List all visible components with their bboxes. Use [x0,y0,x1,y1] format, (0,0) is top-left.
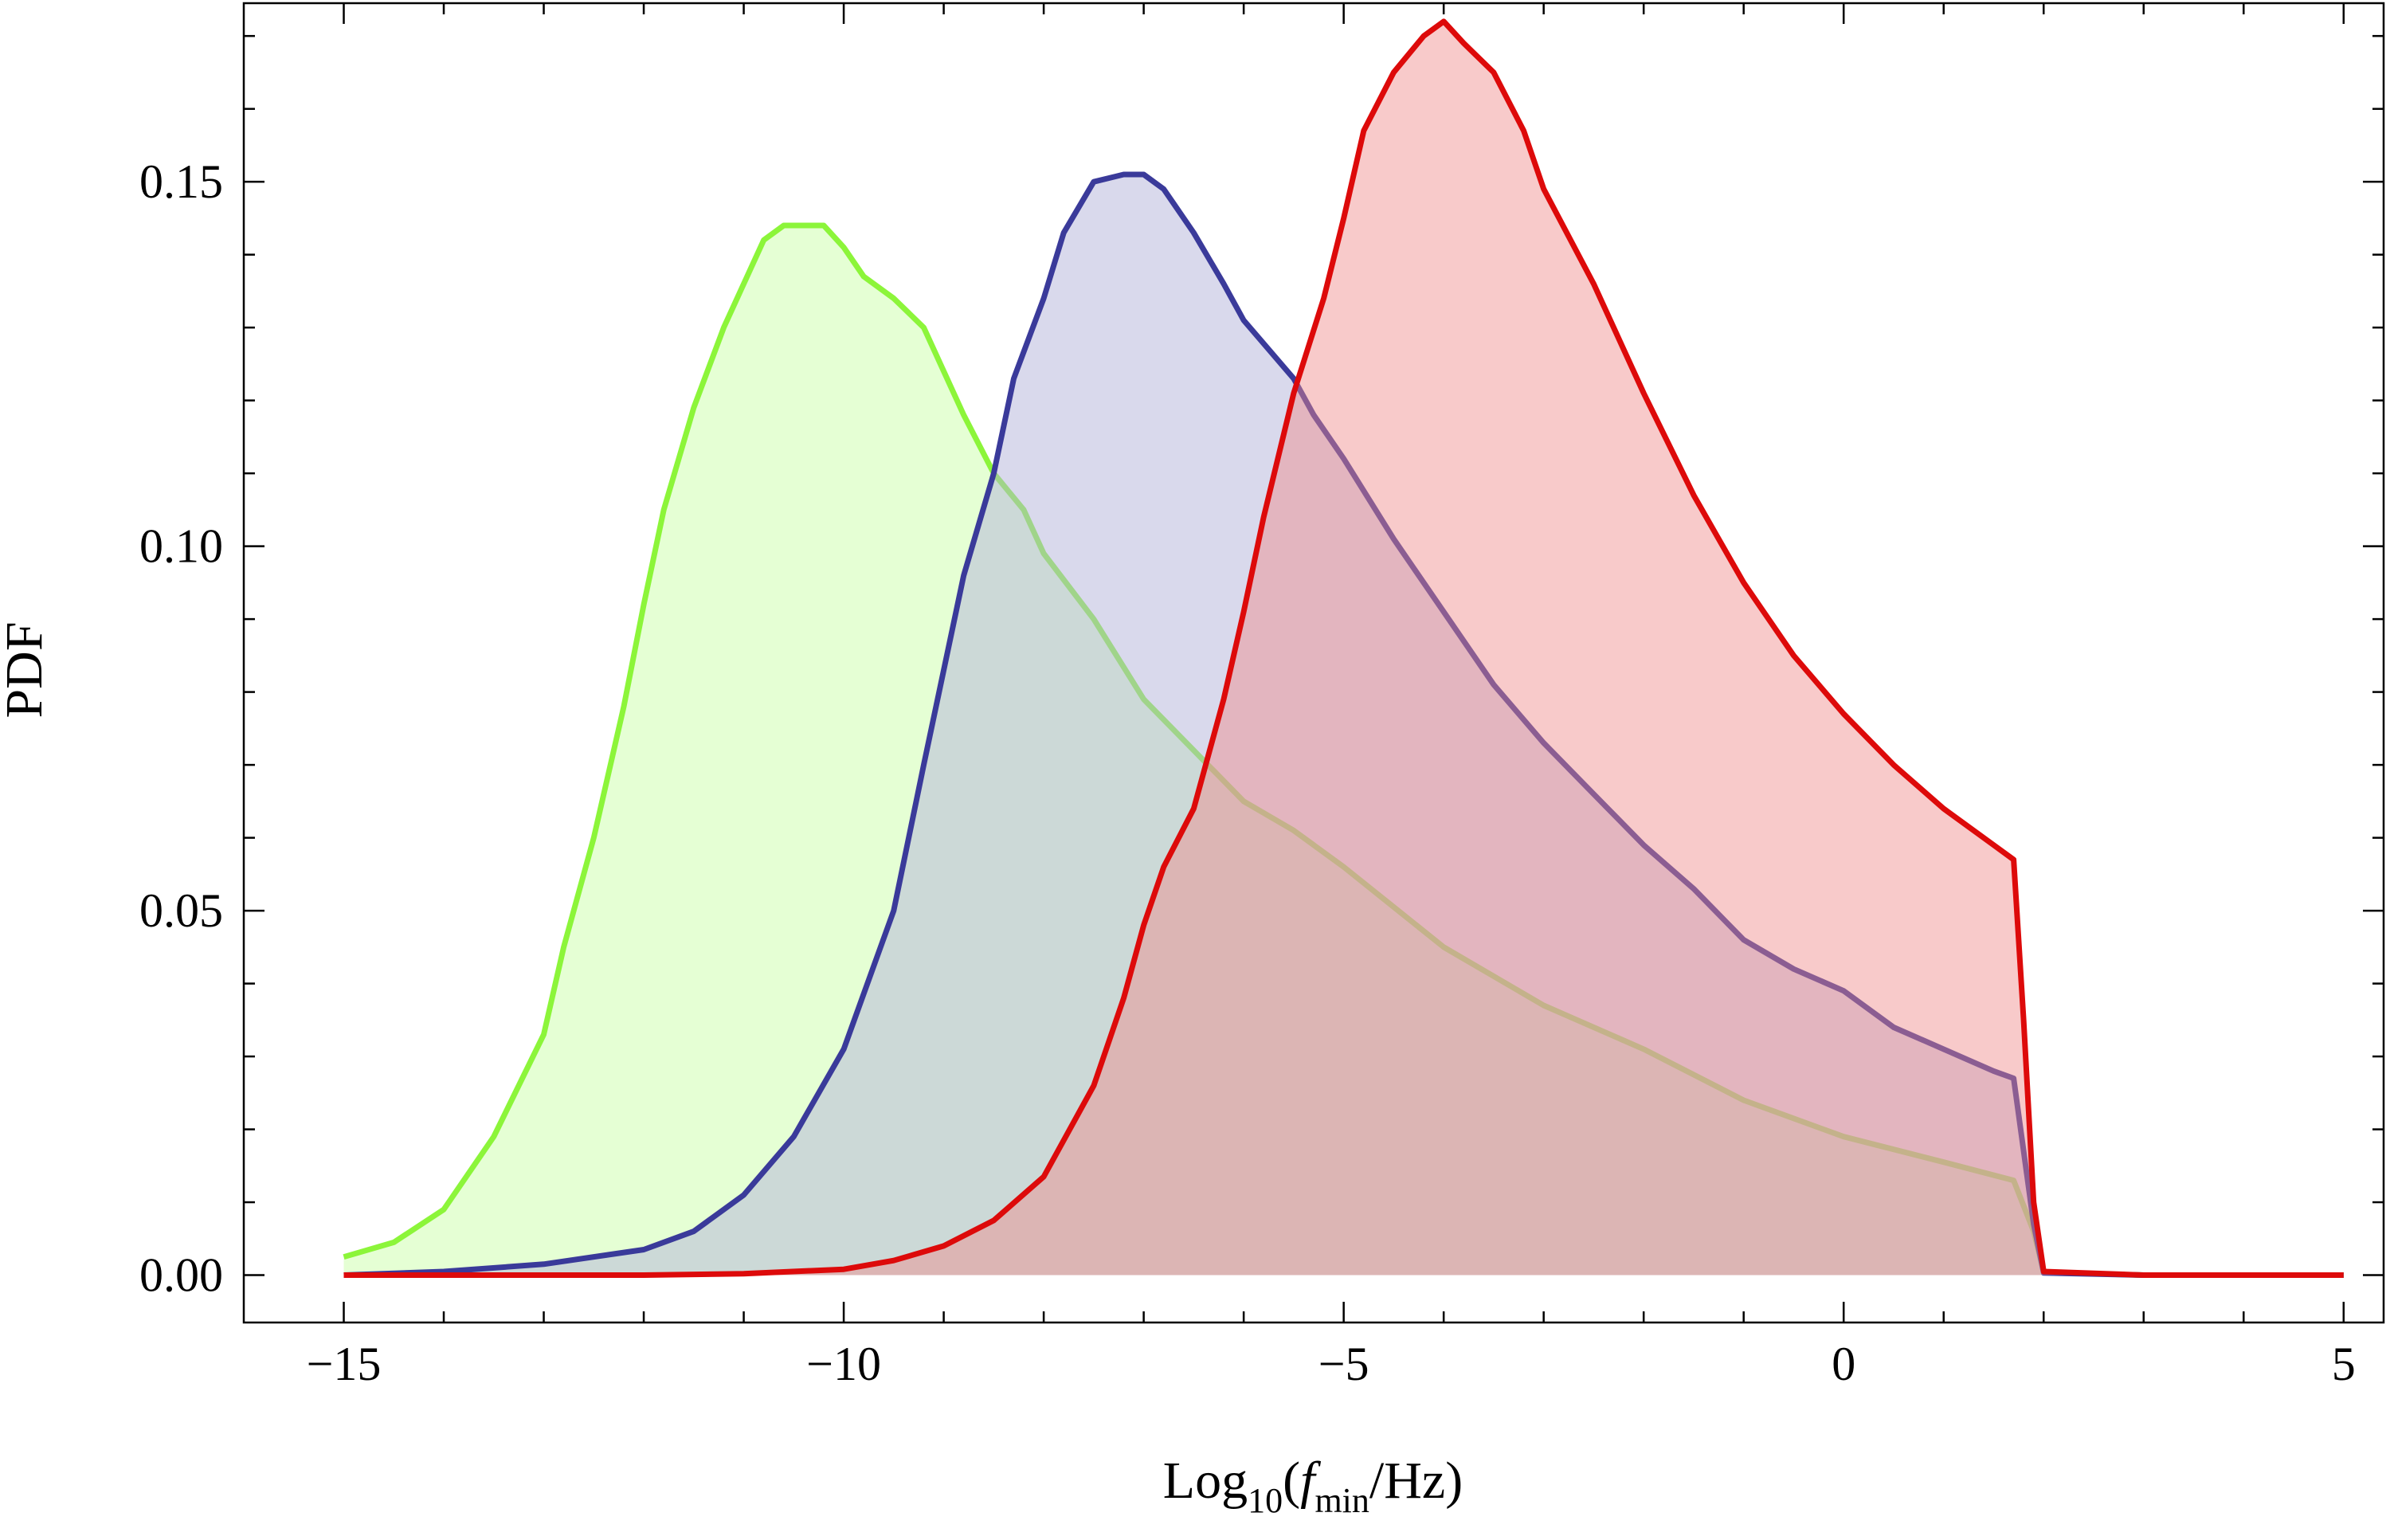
x-title-sub1: 10 [1248,1481,1283,1520]
x-tick-label: 5 [2332,1338,2356,1390]
x-title-sub2: min [1314,1481,1369,1520]
series-layer [343,18,2344,1278]
x-title-prefix: Log [1163,1452,1248,1510]
y-tick-label: 0.00 [139,1249,223,1302]
plot-frame [242,2,2385,1324]
x-tick-label: −5 [1318,1338,1369,1390]
series-2-line [343,171,2344,1278]
x-title-rest: /Hz) [1369,1452,1463,1510]
y-tick-label: 0.05 [139,884,223,937]
x-tick-label: −15 [307,1338,382,1390]
y-axis-title: PDF [0,621,53,718]
tick-layer [244,3,2384,1323]
x-tick-label: −10 [806,1338,881,1390]
x-title-open: ( [1283,1452,1300,1510]
series-3-line [343,18,2344,1278]
x-tick-label: 0 [1832,1338,1855,1390]
series-3-area [343,21,2344,1275]
series-2-area [343,174,2344,1275]
tick-label-layer: −15 −10 −5 0 5 0.00 0.05 0.10 0.15 [139,155,2356,1390]
series-1-area [343,225,2344,1275]
y-tick-label: 0.15 [139,155,223,208]
y-tick-label: 0.10 [139,520,223,573]
x-axis-title: Log10(fmin/Hz) [1163,1452,1463,1520]
